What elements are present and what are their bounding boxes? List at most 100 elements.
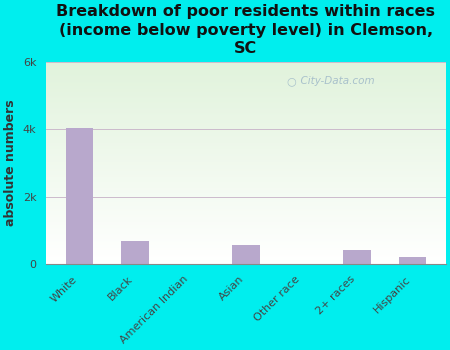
Bar [46,78,446,79]
Bar [46,144,446,145]
Bar [46,106,446,107]
Bar [46,118,446,119]
Bar [46,228,446,229]
Bar [46,109,446,110]
Bar [46,67,446,68]
Bar [46,95,446,96]
Bar [46,188,446,189]
Bar [46,195,446,196]
Bar [46,99,446,100]
Bar [46,206,446,208]
Bar [46,137,446,138]
Bar [46,201,446,202]
Bar [46,89,446,90]
Bar [46,198,446,200]
Bar [46,197,446,198]
Bar [46,212,446,213]
Bar [46,96,446,97]
Bar [46,143,446,144]
Bar [46,191,446,193]
Bar [46,178,446,179]
Bar [46,173,446,174]
Bar [46,126,446,127]
Bar [46,112,446,113]
Bar [46,240,446,241]
Bar [46,66,446,67]
Bar [46,172,446,173]
Bar [46,214,446,215]
Bar [46,91,446,92]
Bar [46,196,446,197]
Bar [46,209,446,210]
Bar [46,257,446,258]
Bar [46,120,446,121]
Bar [46,229,446,230]
Bar [46,175,446,176]
Bar [46,161,446,162]
Bar [46,245,446,246]
Bar [46,250,446,251]
Bar [46,140,446,141]
Bar [46,107,446,108]
Bar [46,158,446,159]
Bar [46,148,446,149]
Bar [46,249,446,250]
Bar [46,145,446,146]
Bar [46,226,446,227]
Bar [46,170,446,171]
Bar [46,75,446,76]
Bar [46,215,446,216]
Bar [46,84,446,85]
Bar [46,174,446,175]
Bar [46,202,446,203]
Bar [46,70,446,71]
Bar [46,260,446,261]
Bar [46,138,446,139]
Bar [46,131,446,132]
Y-axis label: absolute numbers: absolute numbers [4,100,17,226]
Bar [46,100,446,101]
Bar [46,210,446,211]
Bar [46,221,446,222]
Bar [46,184,446,186]
Bar [46,68,446,69]
Bar [46,193,446,194]
Bar [46,171,446,172]
Bar [46,234,446,235]
Bar [46,72,446,73]
Bar [46,213,446,214]
Bar [46,164,446,165]
Bar [66,128,93,265]
Bar [46,93,446,94]
Bar [46,259,446,260]
Bar [46,121,446,122]
Bar [46,233,446,234]
Bar [46,177,446,178]
Bar [46,98,446,99]
Bar [46,130,446,131]
Bar [46,264,446,265]
Bar [46,111,446,112]
Bar [46,101,446,102]
Bar [46,179,446,180]
Bar [46,224,446,225]
Bar [46,94,446,95]
Bar [46,167,446,168]
Bar [46,235,446,236]
Bar [46,258,446,259]
Bar [46,65,446,66]
Bar [46,156,446,157]
Bar [46,208,446,209]
Bar [46,147,446,148]
Bar [46,77,446,78]
Bar [46,150,446,151]
Bar [46,169,446,170]
Bar [46,232,446,233]
Bar [46,216,446,217]
Bar [46,63,446,64]
Bar [46,81,446,82]
Bar [399,257,427,265]
Bar [46,238,446,239]
Bar [46,261,446,262]
Bar [46,76,446,77]
